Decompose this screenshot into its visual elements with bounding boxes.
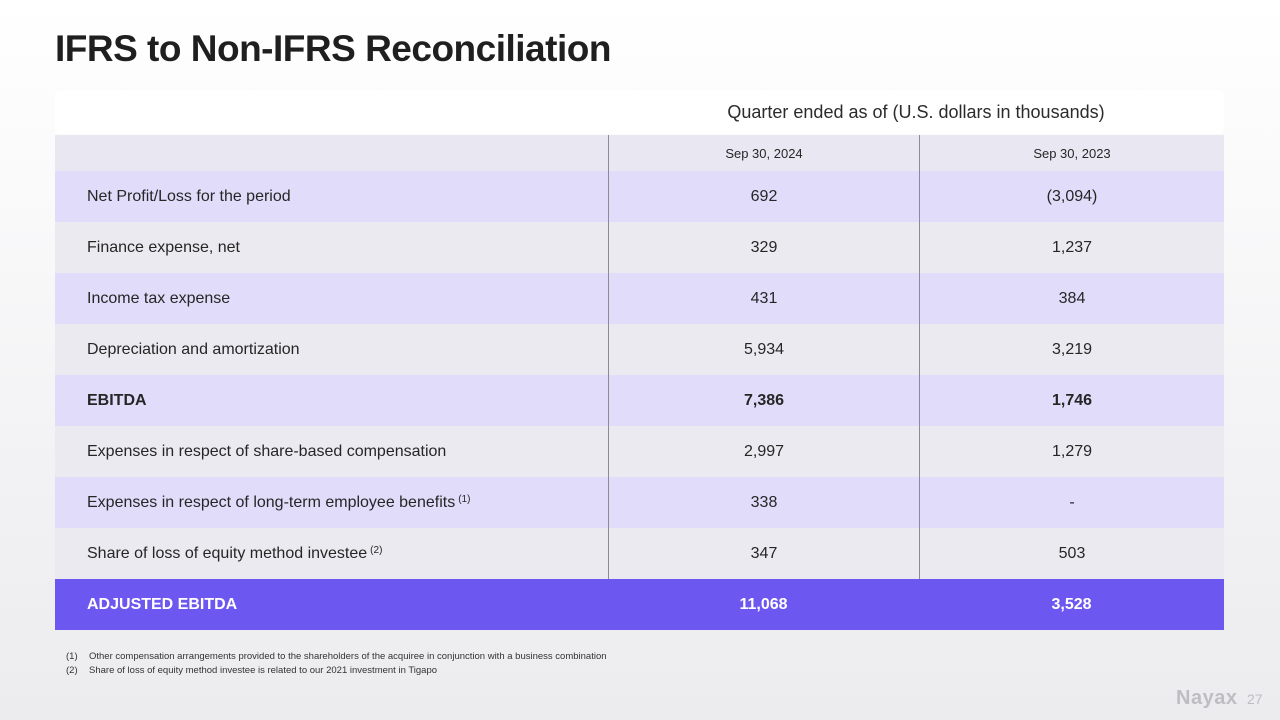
row-label-text: Expenses in respect of long-term employe… [87,493,456,511]
total-value-2023: 3,528 [1051,595,1092,613]
column-header-sep-2024: Sep 30, 2024 [608,135,919,171]
value-2023: 3,219 [919,324,1224,375]
value-2023: (3,094) [919,171,1224,222]
footnote-ref: (2) [370,545,383,556]
footnotes: (1) Other compensation arrangements prov… [66,650,607,678]
table-caption: Quarter ended as of (U.S. dollars in tho… [727,101,1105,122]
row-label-text: Income tax expense [87,289,231,307]
value-2024: 2,997 [608,426,919,477]
value-2024: 431 [608,273,919,324]
table-row: Income tax expense 431 384 [55,273,1224,324]
ebitda-row: EBITDA 7,386 1,746 [55,375,1224,426]
table-row: Expenses in respect of long-term employe… [55,477,1224,528]
page-title: IFRS to Non-IFRS Reconciliation [55,28,611,69]
row-label: Expenses in respect of long-term employe… [55,477,608,528]
row-label-text: EBITDA [87,391,147,409]
footnote: (1) Other compensation arrangements prov… [66,650,607,664]
footnote: (2) Share of loss of equity method inves… [66,664,607,678]
row-label: Depreciation and amortization [55,324,608,375]
header-blank-cell [55,135,608,171]
adjusted-ebitda-row: ADJUSTED EBITDA 11,068 3,528 [55,579,1224,630]
row-label: EBITDA [55,375,608,426]
total-label: ADJUSTED EBITDA [87,595,238,613]
footnote-number: (1) [66,651,78,662]
footnote-text: Share of loss of equity method investee … [89,665,438,676]
row-label: Net Profit/Loss for the period [55,171,608,222]
footnote-text: Other compensation arrangements provided… [89,651,607,662]
nayax-logo: Nayax [1176,687,1238,709]
row-label-text: Share of loss of equity method investee [87,544,368,562]
page-number: 27 [1247,691,1263,707]
row-label: Finance expense, net [55,222,608,273]
row-label: Expenses in respect of share-based compe… [55,426,608,477]
table-row: Share of loss of equity method investee(… [55,528,1224,579]
value-2023: 503 [919,528,1224,579]
table-row: Depreciation and amortization 5,934 3,21… [55,324,1224,375]
table-header-row: Sep 30, 2024 Sep 30, 2023 [55,135,1224,171]
row-label-text: Finance expense, net [87,238,240,256]
footnote-ref: (1) [458,494,471,505]
table-row: Finance expense, net 329 1,237 [55,222,1224,273]
value-2024: 338 [608,477,919,528]
row-label-text: Expenses in respect of share-based compe… [87,442,447,460]
table-row: Expenses in respect of share-based compe… [55,426,1224,477]
row-label: Share of loss of equity method investee(… [55,528,608,579]
value-2024: 5,934 [608,324,919,375]
value-2024: 329 [608,222,919,273]
table-caption-bar: Quarter ended as of (U.S. dollars in tho… [55,90,1224,134]
row-label-text: Net Profit/Loss for the period [87,187,291,205]
value-2024: 692 [608,171,919,222]
value-2024: 347 [608,528,919,579]
row-label-text: Depreciation and amortization [87,340,300,358]
value-2023: 384 [919,273,1224,324]
row-label: Income tax expense [55,273,608,324]
reconciliation-table: Sep 30, 2024 Sep 30, 2023 Net Profit/Los… [55,135,1224,630]
footnote-number: (2) [66,665,78,676]
value-2024: 7,386 [608,375,919,426]
column-header-sep-2023: Sep 30, 2023 [919,135,1224,171]
value-2023: - [919,477,1224,528]
value-2023: 1,237 [919,222,1224,273]
table-row: Net Profit/Loss for the period 692 (3,09… [55,171,1224,222]
value-2023: 1,746 [919,375,1224,426]
total-value-2024: 11,068 [739,595,788,613]
value-2023: 1,279 [919,426,1224,477]
